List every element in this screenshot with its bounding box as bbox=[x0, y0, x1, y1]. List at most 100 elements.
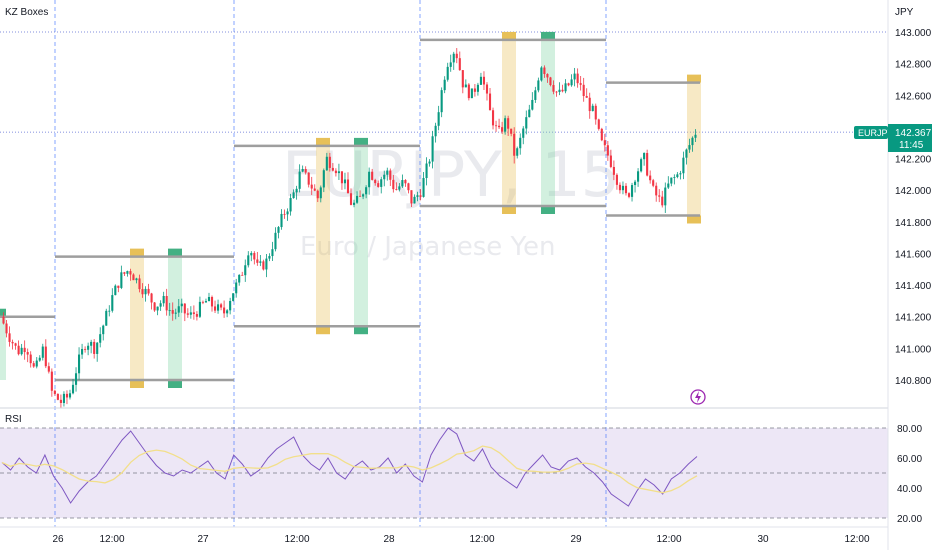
candle-body bbox=[679, 173, 682, 175]
candle-body bbox=[567, 83, 570, 86]
time-tick-label: 12:00 bbox=[469, 534, 494, 545]
candle-body bbox=[531, 99, 534, 110]
candle-body bbox=[65, 393, 69, 398]
price-tick-label: 141.600 bbox=[895, 249, 932, 260]
candle-body bbox=[123, 272, 126, 274]
time-tick-label: 12:00 bbox=[844, 534, 869, 545]
candle-body bbox=[271, 249, 274, 257]
candle-body bbox=[380, 179, 383, 187]
candle-body bbox=[352, 202, 356, 205]
rsi-tick-label: 40.00 bbox=[897, 484, 922, 495]
price-tick-label: 142.600 bbox=[895, 91, 932, 102]
candle-body bbox=[126, 271, 129, 274]
candle-body bbox=[440, 90, 443, 113]
candle-body bbox=[416, 195, 419, 197]
price-tick-label: 142.000 bbox=[895, 186, 932, 197]
candle-body bbox=[422, 178, 425, 197]
candle-body bbox=[235, 282, 238, 294]
candle-body bbox=[640, 159, 643, 172]
time-tick-label: 30 bbox=[757, 534, 769, 545]
candle-body bbox=[29, 354, 32, 364]
candle-body bbox=[407, 183, 410, 191]
candle-body bbox=[253, 252, 256, 260]
asia-box-cap-top bbox=[316, 137, 330, 146]
candle-body bbox=[609, 155, 612, 167]
indicator-label[interactable]: KZ Boxes bbox=[5, 7, 48, 18]
candle-body bbox=[377, 183, 380, 187]
candle-body bbox=[274, 232, 277, 250]
candle-body bbox=[691, 137, 694, 146]
candle-body bbox=[670, 177, 673, 184]
candle-body bbox=[525, 117, 528, 129]
candle-body bbox=[597, 119, 600, 129]
candle-body bbox=[383, 174, 386, 180]
rsi-lines bbox=[1, 427, 698, 507]
price-tick-label: 141.400 bbox=[895, 281, 932, 292]
candle-body bbox=[585, 96, 588, 98]
candle-body bbox=[476, 84, 479, 92]
candle-body bbox=[485, 84, 489, 94]
london-killzone-box bbox=[354, 145, 368, 327]
price-tick-label: 142.200 bbox=[895, 155, 932, 166]
price-tag-text: 142.367 bbox=[895, 128, 932, 139]
candle-body bbox=[198, 301, 201, 317]
candle-body bbox=[340, 171, 344, 184]
asia-box-cap-bottom bbox=[130, 380, 144, 388]
candle-body bbox=[216, 304, 220, 311]
candle-body bbox=[298, 171, 301, 189]
candle-body bbox=[17, 345, 20, 355]
candle-body bbox=[262, 261, 265, 270]
price-tick-label: 143.000 bbox=[895, 28, 932, 39]
candle-body bbox=[35, 360, 38, 367]
candle-body bbox=[286, 211, 289, 215]
candle-body bbox=[470, 88, 473, 99]
candle-body bbox=[594, 105, 597, 120]
candle-body bbox=[437, 112, 440, 126]
asia-killzone-box bbox=[687, 82, 701, 216]
candle-body bbox=[307, 172, 310, 185]
candle-body bbox=[138, 278, 141, 290]
candle-body bbox=[229, 300, 232, 311]
candle-body bbox=[395, 189, 398, 190]
candle-body bbox=[204, 301, 208, 303]
candle-body bbox=[93, 341, 96, 354]
candle-body bbox=[685, 149, 688, 158]
candle-body bbox=[446, 66, 449, 80]
candle-body bbox=[661, 196, 664, 206]
candle-body bbox=[226, 310, 229, 314]
rsi-label[interactable]: RSI bbox=[5, 414, 22, 425]
candle-body bbox=[259, 261, 262, 263]
candle-body bbox=[516, 148, 519, 156]
candle-body bbox=[59, 399, 62, 403]
candle-body bbox=[473, 88, 476, 92]
time-tick-label: 12:00 bbox=[284, 534, 309, 545]
candle-body bbox=[156, 306, 159, 311]
candle-body bbox=[162, 295, 165, 304]
london-killzone-box bbox=[541, 39, 555, 207]
candle-body bbox=[38, 357, 41, 361]
london-box-cap-top bbox=[354, 137, 368, 146]
asia-killzone-box bbox=[130, 256, 144, 380]
watermark-symbol: EURJPY, 15 bbox=[282, 138, 620, 211]
candle-body bbox=[652, 180, 655, 186]
candle-body bbox=[141, 289, 144, 295]
candle-body bbox=[404, 180, 407, 184]
candle-body bbox=[540, 67, 543, 81]
candle-body bbox=[295, 188, 298, 193]
lightning-icon[interactable] bbox=[690, 389, 706, 405]
candle-body bbox=[186, 313, 189, 315]
candle-body bbox=[132, 274, 135, 281]
candle-body bbox=[177, 306, 180, 313]
candle-body bbox=[171, 310, 174, 314]
candle-body bbox=[165, 295, 168, 311]
time-tick-label: 29 bbox=[570, 534, 582, 545]
london-box-cap-bottom bbox=[354, 326, 368, 335]
candle-body bbox=[504, 118, 507, 132]
price-tag bbox=[888, 124, 932, 152]
candle-body bbox=[223, 307, 226, 314]
candle-body bbox=[53, 390, 56, 394]
candle-body bbox=[174, 312, 177, 314]
candle-body bbox=[207, 296, 211, 302]
london-killzone-box bbox=[0, 316, 6, 380]
